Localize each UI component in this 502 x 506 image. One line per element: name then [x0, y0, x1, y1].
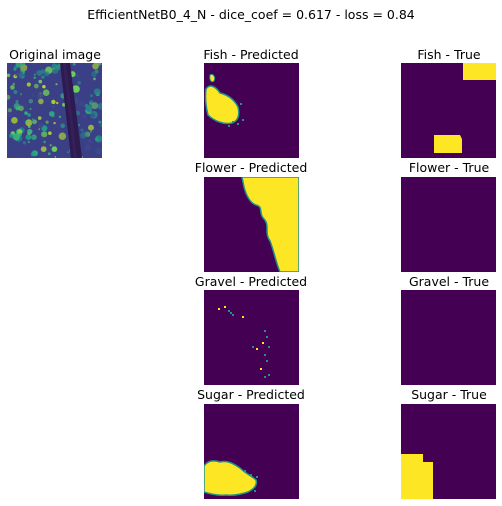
gravel-predicted-label: Gravel - Predicted — [194, 274, 308, 289]
gravel-true-label: Gravel - True — [408, 274, 490, 289]
sugar-predicted-label: Sugar - Predicted — [197, 387, 305, 402]
original-image-graphic — [7, 63, 102, 158]
gravel-true-mask — [401, 290, 496, 385]
fish-true-label: Fish - True — [417, 47, 481, 62]
sugar-predicted-mask — [204, 404, 299, 499]
figure-title: EfficientNetB0_4_N - dice_coef = 0.617 -… — [87, 7, 415, 22]
original-image-label: Original image — [9, 47, 101, 62]
flower-true-mask — [401, 177, 496, 272]
fish-true-mask — [401, 63, 496, 158]
flower-predicted-label: Flower - Predicted — [194, 160, 308, 175]
sugar-true-mask — [401, 404, 496, 499]
gravel-predicted-mask — [204, 290, 299, 385]
flower-true-label: Flower - True — [408, 160, 490, 175]
sugar-true-label: Sugar - True — [411, 387, 487, 402]
fish-predicted-label: Fish - Predicted — [203, 47, 299, 62]
fish-predicted-mask — [204, 63, 299, 158]
flower-predicted-mask — [204, 177, 299, 272]
original-image — [7, 63, 102, 158]
